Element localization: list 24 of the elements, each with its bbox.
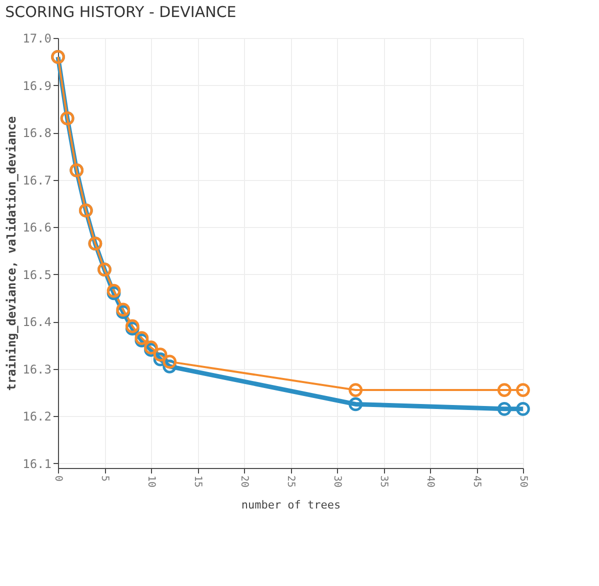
x-tick-label: 0 [52,476,64,482]
y-tick-label: 16.2 [22,410,52,424]
chart-title: SCORING HISTORY - DEVIANCE [5,3,236,21]
y-tick-label: 16.3 [22,362,52,376]
y-tick-label: 16.5 [22,268,52,282]
y-tick-label: 16.7 [22,173,52,188]
x-tick-label: 10 [146,476,156,488]
x-tick-label: 15 [192,476,203,488]
y-tick-label: 16.9 [22,78,52,93]
x-tick-label: 20 [238,476,250,488]
y-axis-title: training_deviance, validation_deviance [4,116,19,391]
y-tick-label: 16.1 [22,456,52,471]
x-tick-label: 40 [424,476,436,488]
x-tick-label: 30 [332,476,342,488]
x-tick-label: 50 [518,476,528,488]
y-tick-label: 16.4 [22,315,52,330]
x-tick-label: 25 [285,476,296,488]
y-tick-label: 17.0 [22,32,52,46]
x-axis-title: number of trees [241,498,341,512]
y-tick-label: 16.8 [22,126,52,140]
y-tick-label: 16.6 [22,220,52,235]
x-tick-label: 35 [378,476,389,488]
x-tick-label: 5 [99,476,110,482]
x-tick-label: 45 [471,476,482,488]
